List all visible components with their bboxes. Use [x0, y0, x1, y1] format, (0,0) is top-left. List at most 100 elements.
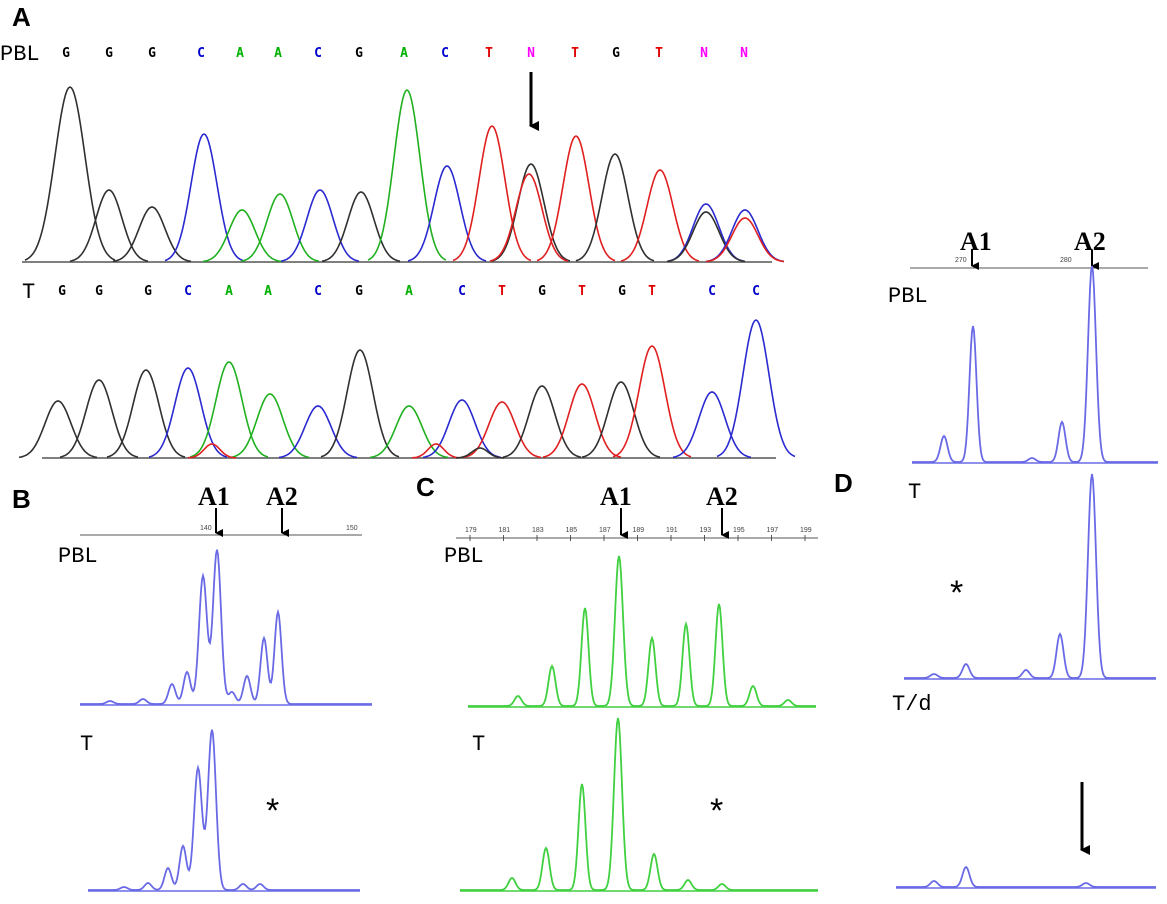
chromatogram-peak: [705, 209, 785, 263]
panel-d-a1-label: A1: [960, 227, 992, 256]
chromatogram-peak: [69, 189, 149, 262]
basecall-c: C: [197, 46, 205, 61]
panel-c-loss-asterisk: *: [710, 792, 723, 830]
panel-c-t-electropherogram: [460, 717, 818, 892]
panel-c-pbl-electropherogram: [468, 555, 816, 708]
basecall-c: C: [314, 284, 322, 299]
panel-b-a1-label: A1: [198, 482, 230, 511]
basecall-a: A: [264, 284, 272, 299]
chromatogram-peak: [18, 400, 98, 459]
chromatogram-peak: [489, 173, 569, 262]
panel-b-letter: B: [12, 484, 31, 514]
panel-c-letter: C: [416, 472, 435, 502]
chromatogram-peak: [164, 133, 244, 262]
panel-d-t-electropherogram: [904, 473, 1156, 680]
axis-tick-label: 197: [767, 527, 779, 534]
chromatogram-peak: [320, 349, 400, 458]
basecall-c: C: [708, 284, 716, 299]
chromatogram-peak: [705, 217, 785, 263]
chromatogram-peak: [189, 361, 269, 458]
panel-c-a1-label: A1: [600, 482, 632, 511]
chromatogram-peak: [240, 193, 320, 262]
chromatogram-peak: [59, 379, 139, 458]
panel-a-pbl-label: PBL: [0, 42, 40, 67]
panel-d-pbl-electropherogram: [912, 265, 1158, 464]
basecall-g: G: [612, 46, 620, 61]
chromatogram-peak: [536, 135, 616, 262]
panel-b: B A1 A2 140 150 PBL T *: [12, 482, 372, 892]
chromatogram-peak: [202, 209, 282, 263]
chromatogram-peak: [716, 319, 796, 458]
basecall-g: G: [148, 46, 156, 61]
panel-c-a2-label: A2: [706, 482, 738, 511]
axis-tick-label: 187: [599, 527, 611, 534]
basecall-g: G: [62, 46, 70, 61]
axis-tick-label: 193: [700, 527, 712, 534]
chromatogram-peak: [620, 169, 700, 262]
basecall-n: N: [527, 46, 535, 61]
panel-d: D A1 A2 270 280 PBL T * T/d: [834, 227, 1158, 889]
panel-c-pbl-label: PBL: [444, 544, 484, 569]
electropherogram-trace: [904, 473, 1156, 679]
panel-d-t-label: T: [908, 480, 921, 505]
panel-a-t-label: T: [22, 280, 35, 305]
basecall-g: G: [355, 46, 363, 61]
panel-b-t-electropherogram: [88, 729, 360, 892]
basecall-t: T: [578, 284, 586, 299]
basecall-g: G: [95, 284, 103, 299]
basecall-n: N: [740, 46, 748, 61]
chromatogram-peak: [321, 191, 401, 262]
chromatogram-peak: [187, 443, 237, 459]
basecall-a: A: [236, 46, 244, 61]
basecall-t: T: [485, 46, 493, 61]
chromatogram-peak: [581, 381, 661, 458]
basecall-a: A: [400, 46, 408, 61]
electropherogram-trace: [88, 729, 360, 891]
basecall-a: A: [274, 46, 282, 61]
chromatogram-peak: [106, 369, 186, 458]
chromatogram-peak: [491, 163, 571, 262]
basecall-g: G: [618, 284, 626, 299]
chromatogram-peak: [575, 153, 655, 262]
panel-a-t-chromatogram: [18, 319, 796, 459]
panel-d-a2-label: A2: [1074, 227, 1106, 256]
basecall-c: C: [441, 46, 449, 61]
panel-c-axis-ticks: 179 181 183 185 187 189 191 193 195 197 199: [465, 527, 812, 541]
panel-a: A PBL G G G C A A C G A C T N T G T N N T G G G C A A C G A C T G T G…: [0, 2, 796, 459]
basecall-c: C: [184, 284, 192, 299]
chromatogram-peak: [411, 443, 461, 459]
electropherogram-trace: [896, 865, 1156, 888]
electropherogram-trace: [912, 265, 1158, 463]
chromatogram-peak: [280, 189, 360, 262]
axis-tick-label: 191: [666, 527, 678, 534]
chromatogram-peak: [462, 401, 542, 459]
axis-tick-label: 181: [499, 527, 511, 534]
panel-d-tick-280: 280: [1060, 257, 1072, 264]
basecall-c: C: [458, 284, 466, 299]
basecall-g: G: [58, 284, 66, 299]
basecall-c: C: [752, 284, 760, 299]
basecall-g: G: [144, 284, 152, 299]
chromatogram-peak: [367, 89, 447, 261]
basecall-t: T: [648, 284, 656, 299]
chromatogram-peak: [455, 447, 505, 459]
chromatogram-peak: [148, 367, 228, 458]
chromatogram-peak: [24, 86, 116, 261]
chromatogram-peak: [542, 383, 622, 458]
basecall-c: C: [314, 46, 322, 61]
axis-tick-label: 199: [800, 527, 812, 534]
panel-d-td-label: T/d: [892, 692, 932, 717]
panel-a-pbl-chromatogram: [22, 86, 785, 263]
panel-b-a2-label: A2: [266, 482, 298, 511]
electropherogram-trace: [468, 555, 816, 707]
basecall-g: G: [538, 284, 546, 299]
panel-d-td-electropherogram: [896, 865, 1156, 889]
basecall-n: N: [700, 46, 708, 61]
electropherogram-trace: [80, 549, 372, 705]
panel-b-t-label: T: [80, 732, 93, 757]
basecall-t: T: [498, 284, 506, 299]
chromatogram-peak: [407, 165, 487, 262]
